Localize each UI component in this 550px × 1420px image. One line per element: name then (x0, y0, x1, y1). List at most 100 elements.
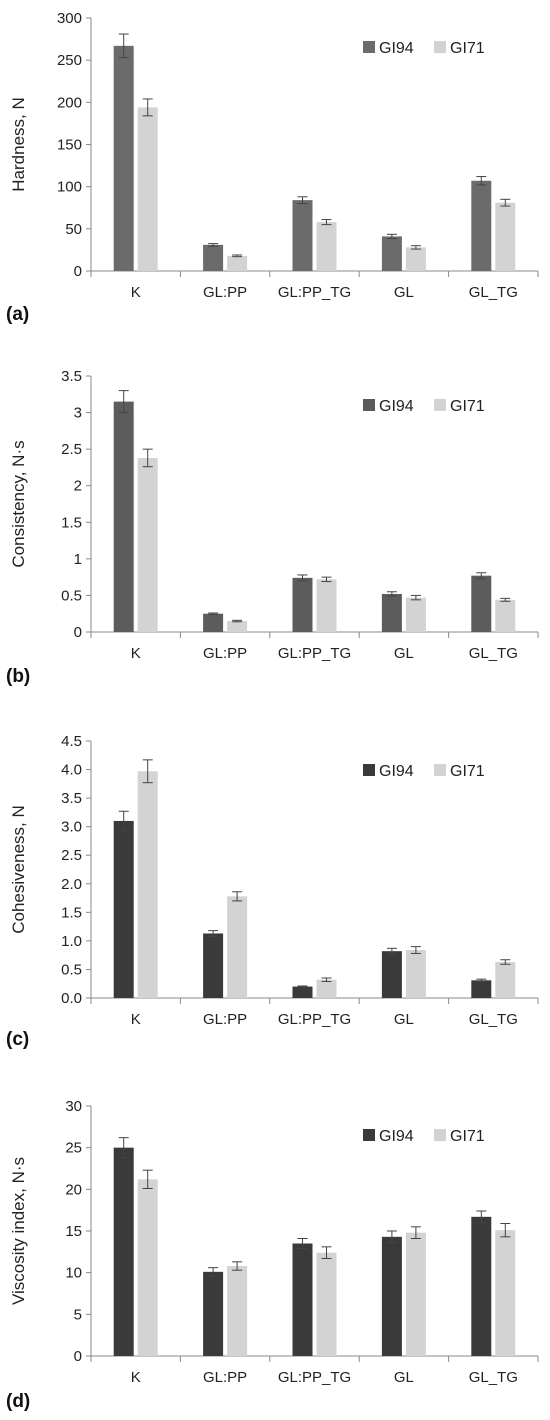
y-tick-label: 10 (65, 1265, 82, 1282)
x-tick-label: GL (394, 645, 414, 662)
legend-swatch-gi94 (363, 764, 375, 776)
chart-panel-c: 0.0 0.5 1.0 1.5 2.0 2.5 3.0 3.5 4.0 4.5 K GL:PP GL:P… (6, 733, 539, 1050)
x-tick-label: GL:PP (203, 1011, 247, 1028)
legend-swatch-gi94 (363, 399, 375, 411)
legend-swatch-gi71 (434, 41, 446, 53)
panel-letter: (d) (6, 1391, 30, 1412)
bar-gi71-k (137, 771, 158, 998)
legend-swatch-gi71 (434, 399, 446, 411)
bar-gi71-gl-pp-tg (316, 1252, 337, 1356)
y-axis-title: Viscosity index, N·s (9, 1157, 28, 1305)
y-tick-label: 15 (65, 1223, 82, 1240)
legend-swatch-gi94 (363, 1129, 375, 1141)
y-tick-label: 200 (57, 94, 82, 111)
x-tick-label: GL:PP_TG (278, 284, 351, 301)
x-tick-label: GL_TG (469, 284, 518, 301)
bar-gi94-gl (381, 593, 402, 632)
y-tick-label: 0 (74, 263, 82, 280)
bar-gi94-gl-tg (471, 980, 492, 998)
bar-gi94-gl-tg (471, 575, 492, 632)
bar-gi94-k (113, 820, 134, 998)
bar-gi71-k (137, 107, 158, 271)
x-tick-label: GL_TG (469, 1369, 518, 1386)
legend-label-gi94: GI94 (379, 398, 414, 415)
x-tick-label: GL:PP (203, 1369, 247, 1386)
chart-panel-d: 0 5 10 15 20 25 30 K GL:PP GL:PP_TG GL GL_TG GI94 GI7… (6, 1098, 539, 1412)
bar-gi71-gl-pp (227, 896, 248, 998)
bar-gi71-gl-pp (227, 1266, 248, 1356)
legend-label-gi94: GI94 (379, 40, 414, 57)
y-tick-label: 50 (65, 221, 82, 238)
y-tick-label: 3.5 (61, 368, 82, 385)
y-tick-label: 2 (74, 478, 82, 495)
x-tick-label: GL (394, 1369, 414, 1386)
y-tick-label: 1 (74, 551, 82, 568)
y-tick-label: 2.5 (61, 441, 82, 458)
bar-gi71-gl-tg (495, 599, 516, 632)
y-tick-label: 20 (65, 1181, 82, 1198)
bar-gi94-gl-tg (471, 1216, 492, 1356)
x-tick-label: K (131, 1369, 141, 1386)
legend-label-gi71: GI71 (450, 40, 485, 57)
bar-gi94-gl-pp (203, 1271, 224, 1356)
y-tick-label: 1.5 (61, 514, 82, 531)
y-tick-label: 250 (57, 52, 82, 69)
y-tick-label: 25 (65, 1140, 82, 1157)
y-tick-label: 1.5 (61, 904, 82, 921)
legend-label-gi94: GI94 (379, 1128, 414, 1145)
bar-gi94-gl-pp-tg (292, 1243, 313, 1356)
bar-gi94-gl (381, 236, 402, 271)
legend-swatch-gi94 (363, 41, 375, 53)
bar-gi94-gl-pp (203, 244, 224, 271)
panel-letter: (c) (6, 1029, 29, 1050)
y-tick-label: 2.0 (61, 876, 82, 893)
x-tick-label: K (131, 284, 141, 301)
x-tick-label: GL:PP (203, 284, 247, 301)
bar-gi71-gl-tg (495, 962, 516, 998)
x-tick-label: K (131, 645, 141, 662)
x-tick-label: GL (394, 284, 414, 301)
x-tick-label: GL_TG (469, 645, 518, 662)
bar-gi94-gl (381, 1236, 402, 1356)
bar-gi71-gl-pp (227, 255, 248, 271)
bar-gi71-gl-tg (495, 202, 516, 271)
x-tick-label: GL (394, 1011, 414, 1028)
bar-gi94-gl-pp (203, 933, 224, 998)
legend-label-gi71: GI71 (450, 398, 485, 415)
bar-gi94-gl-pp-tg (292, 577, 313, 632)
legend-label-gi94: GI94 (379, 763, 414, 780)
y-axis-title: Cohesiveness, N (9, 805, 28, 934)
legend-swatch-gi71 (434, 764, 446, 776)
y-tick-label: 2.5 (61, 847, 82, 864)
y-tick-label: 0.5 (61, 961, 82, 978)
x-tick-label: K (131, 1011, 141, 1028)
y-axis-title: Hardness, N (9, 97, 28, 191)
legend-label-gi71: GI71 (450, 763, 485, 780)
y-axis-title: Consistency, N·s (9, 440, 28, 567)
y-tick-label: 5 (74, 1306, 82, 1323)
x-tick-label: GL:PP_TG (278, 645, 351, 662)
y-tick-label: 0.5 (61, 587, 82, 604)
bar-gi71-gl-tg (495, 1230, 516, 1356)
y-tick-label: 30 (65, 1098, 82, 1115)
chart-panel-a: 0 50 100 150 200 250 300 K GL:PP GL:PP_TG GL GL_TG G… (6, 10, 539, 325)
y-tick-label: 100 (57, 179, 82, 196)
bar-gi71-k (137, 1179, 158, 1356)
x-tick-label: GL:PP_TG (278, 1369, 351, 1386)
y-tick-label: 0 (74, 624, 82, 641)
y-tick-label: 150 (57, 137, 82, 154)
bar-gi71-gl-pp (227, 621, 248, 632)
bar-gi71-gl (405, 950, 426, 998)
panel-letter: (a) (6, 304, 29, 325)
x-tick-label: GL_TG (469, 1011, 518, 1028)
bar-gi94-k (113, 1147, 134, 1356)
x-tick-label: GL:PP_TG (278, 1011, 351, 1028)
bar-gi71-gl-pp-tg (316, 979, 337, 998)
y-tick-label: 3.0 (61, 819, 82, 836)
y-tick-label: 4.5 (61, 733, 82, 750)
bar-gi71-gl (405, 597, 426, 632)
bar-gi71-gl-pp-tg (316, 579, 337, 632)
legend-swatch-gi71 (434, 1129, 446, 1141)
panel-letter: (b) (6, 666, 30, 687)
y-tick-label: 0 (74, 1348, 82, 1365)
